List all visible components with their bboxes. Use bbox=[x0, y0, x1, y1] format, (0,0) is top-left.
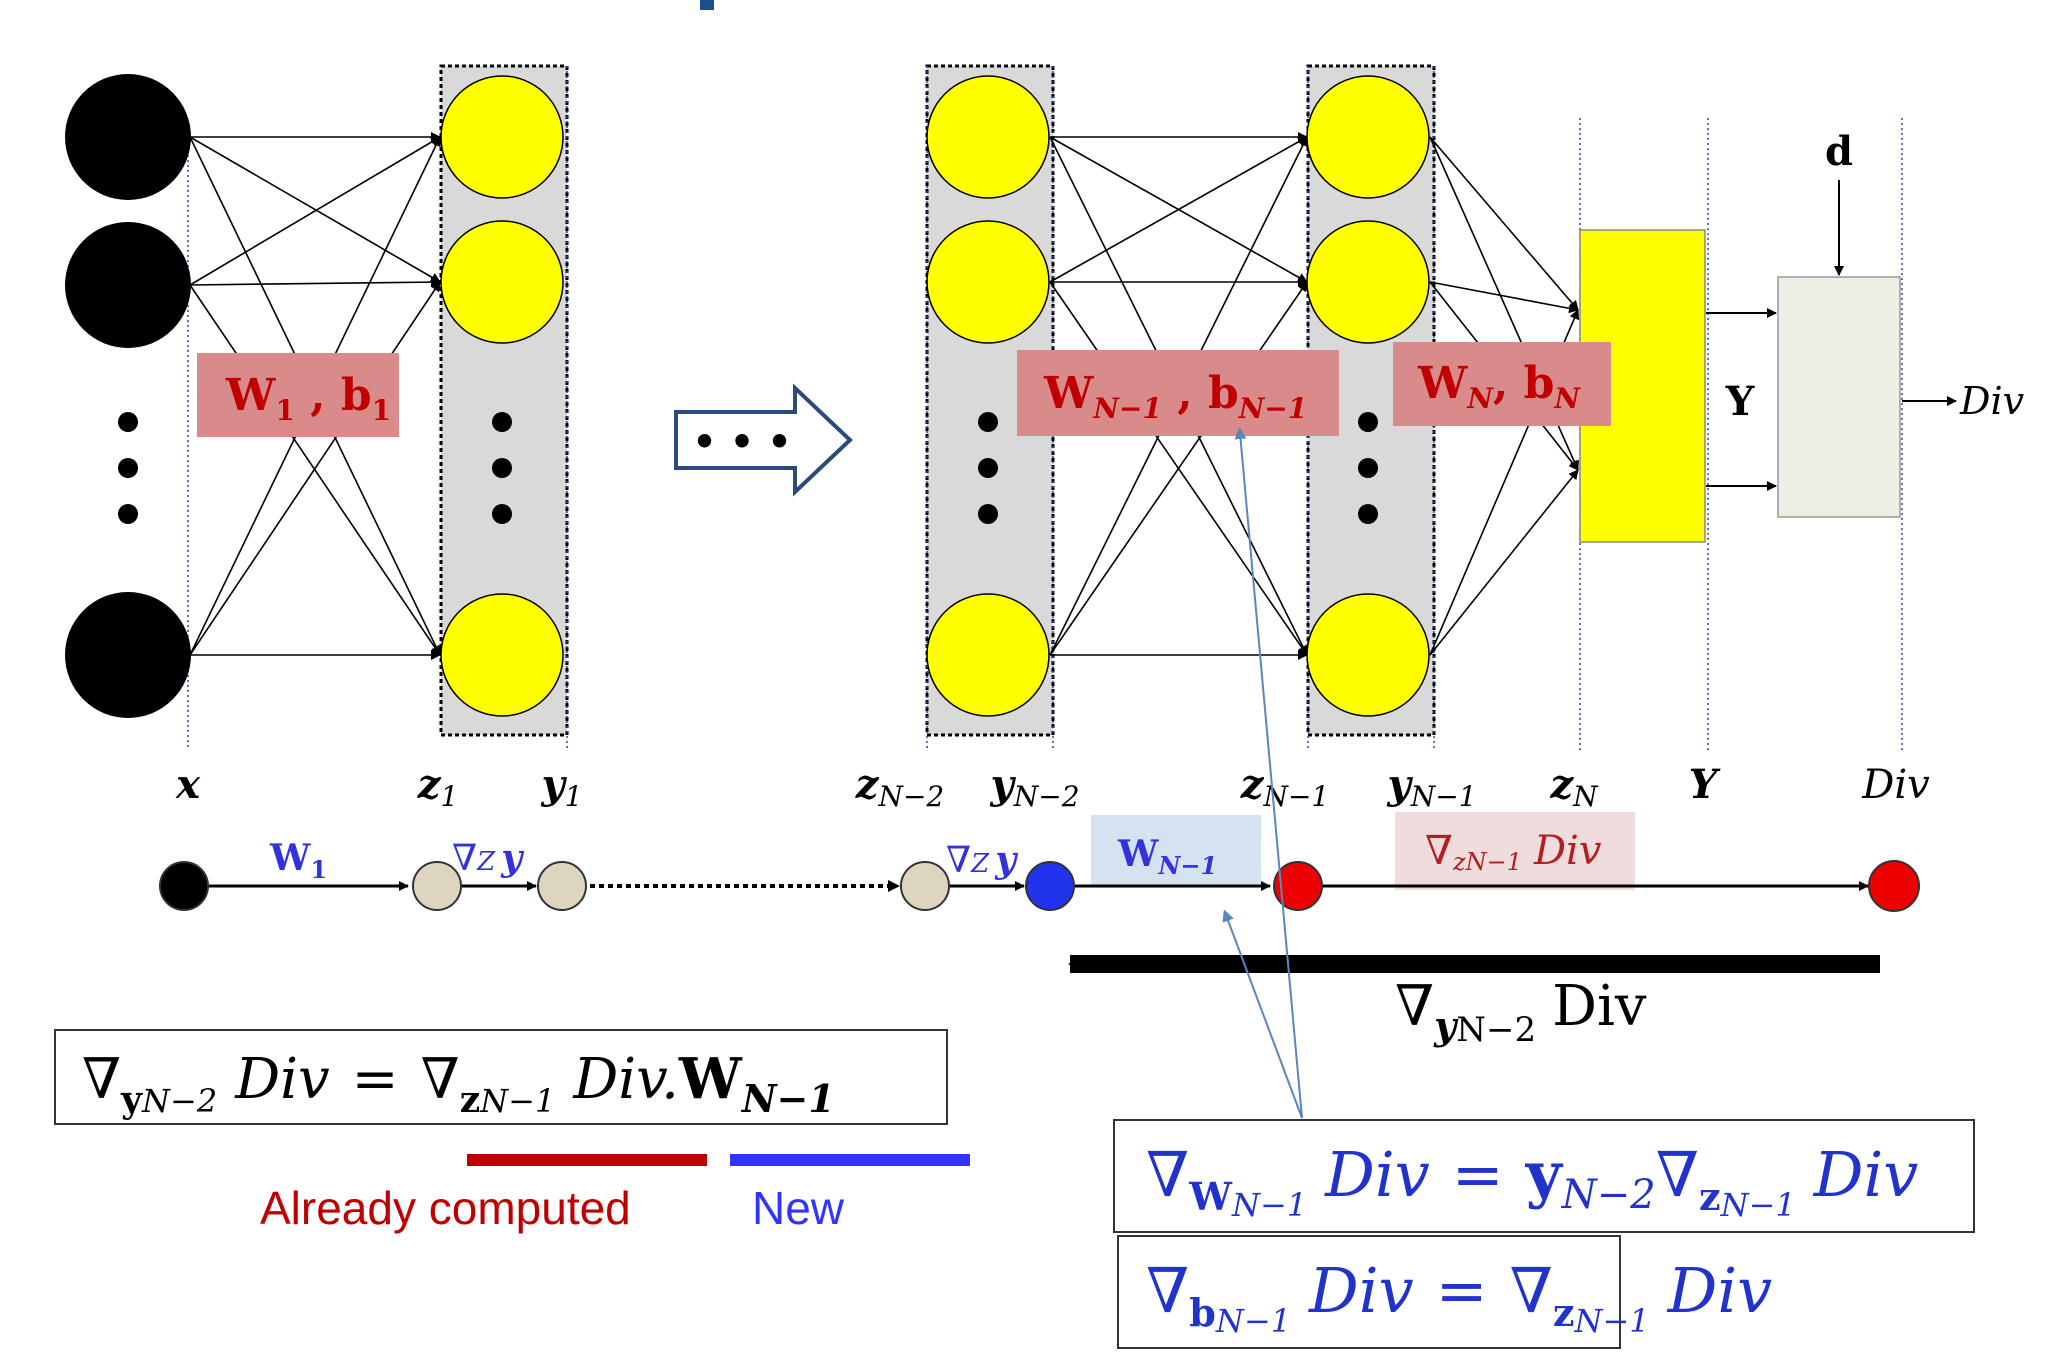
weight-box-mid bbox=[1017, 350, 1339, 436]
axis-label: Div bbox=[1861, 762, 1930, 808]
axis-label: zN−2 bbox=[855, 761, 945, 813]
weight-label-last: WN, bN bbox=[1417, 358, 1581, 415]
weight-box-last bbox=[1393, 342, 1611, 426]
chain-grad-highlight bbox=[1395, 812, 1635, 890]
y-output-label: Y bbox=[1725, 378, 1755, 425]
chain-label-wn1: WN−1 bbox=[1117, 833, 1217, 880]
chain-node-zn2 bbox=[900, 861, 950, 911]
formula-w: ∇WN−1 Div = yN−2∇zN−1 Div bbox=[1146, 1138, 1918, 1224]
axis-labels: x z1 y1 zN−2 yN−2 zN−1 yN−1 zN Y Div bbox=[175, 761, 1930, 813]
connection bbox=[189, 136, 441, 286]
input-neuron bbox=[65, 74, 191, 200]
hidden-neuron bbox=[440, 75, 564, 199]
hidden-neuron bbox=[440, 593, 564, 717]
legend-already-bar bbox=[467, 1154, 707, 1166]
legend-new-text: New bbox=[752, 1182, 845, 1234]
formula-main-box bbox=[54, 1029, 948, 1125]
connections bbox=[189, 132, 1580, 660]
chain-node-z1 bbox=[412, 861, 462, 911]
connection bbox=[189, 284, 441, 656]
axis-label: z1 bbox=[417, 761, 459, 813]
input-neuron bbox=[65, 222, 191, 348]
input-neuron bbox=[65, 592, 191, 718]
hidden-neuron bbox=[926, 593, 1050, 717]
ellipsis-dot bbox=[118, 412, 138, 432]
input-neurons bbox=[65, 74, 191, 718]
axis-label: zN−1 bbox=[1240, 761, 1330, 813]
axis-label: Y bbox=[1689, 761, 1721, 808]
hidden-neuron bbox=[926, 75, 1050, 199]
chain: W1 ∇Z y ∇Z y WN−1 ∇zN−1 Div bbox=[159, 812, 1920, 912]
legend-already-text: Already computed bbox=[260, 1182, 631, 1234]
weight-label-first: W1 , b1 bbox=[225, 370, 391, 427]
ellipsis-dot bbox=[118, 458, 138, 478]
div-output-label: Div bbox=[1959, 379, 2025, 423]
callout-arrows bbox=[1222, 427, 1303, 1119]
connection bbox=[1429, 281, 1579, 314]
axis-label: zN bbox=[1549, 761, 1599, 813]
title-fragment bbox=[700, 0, 714, 10]
chain-node-zn1 bbox=[1273, 861, 1323, 911]
legend-new-bar bbox=[730, 1154, 970, 1166]
chain-node-yn2 bbox=[1025, 861, 1075, 911]
continuation-arrow bbox=[674, 383, 853, 497]
connection bbox=[189, 277, 441, 288]
divergence-box bbox=[1777, 276, 1901, 518]
hidden-neuron bbox=[1306, 593, 1430, 717]
connection bbox=[189, 136, 441, 283]
weight-label-mid: WN−1 , bN−1 bbox=[1043, 368, 1307, 425]
axis-label: yN−1 bbox=[1386, 761, 1476, 813]
hidden-neuron bbox=[926, 220, 1050, 344]
chain-label-gradzy-2: ∇Z y bbox=[946, 839, 1018, 881]
d-label: d bbox=[1825, 128, 1853, 175]
backward-label: ∇yN−2 Div bbox=[1395, 974, 1647, 1050]
continuation-dots: • • • bbox=[692, 419, 791, 464]
hidden-neuron bbox=[1306, 75, 1430, 199]
axis-label: x bbox=[175, 761, 201, 808]
chain-wn1-highlight bbox=[1091, 815, 1261, 887]
formula-b-box bbox=[1117, 1235, 1621, 1349]
chain-node-x bbox=[159, 861, 209, 911]
chain-dotted-head bbox=[888, 880, 900, 892]
ellipsis-dot bbox=[118, 504, 138, 524]
chain-label-grad-div: ∇zN−1 Div bbox=[1425, 828, 1602, 876]
formula-w-box bbox=[1113, 1119, 1975, 1233]
connection bbox=[1049, 281, 1308, 656]
connection bbox=[189, 281, 441, 656]
weight-box-first bbox=[197, 353, 399, 437]
formula-main: ∇yN−2 Div = ∇zN−1 Div.WN−1 bbox=[82, 1046, 835, 1121]
axis-label: yN−2 bbox=[989, 761, 1079, 813]
hidden-neuron bbox=[1306, 220, 1430, 344]
chain-node-div bbox=[1868, 860, 1920, 912]
hidden-neurons bbox=[440, 75, 1430, 717]
formula-b: ∇bN−1 Div = ∇zN−1 Div bbox=[1146, 1254, 1772, 1340]
connection bbox=[1429, 136, 1579, 311]
layer-dots bbox=[492, 412, 1378, 524]
connection bbox=[1429, 469, 1579, 656]
chain-label-gradzy-1: ∇Z y bbox=[452, 837, 524, 879]
chain-label-w1: W1 bbox=[269, 837, 327, 884]
axis-label: y1 bbox=[540, 761, 582, 813]
hidden-neuron bbox=[440, 220, 564, 344]
chain-node-y1 bbox=[537, 861, 587, 911]
connection bbox=[1049, 136, 1308, 283]
